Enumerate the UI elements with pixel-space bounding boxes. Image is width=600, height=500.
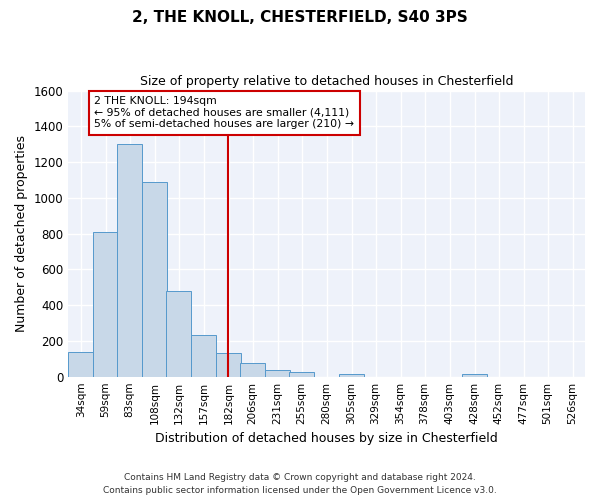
Bar [339,374,364,376]
Bar [142,182,167,376]
Text: Contains HM Land Registry data © Crown copyright and database right 2024.
Contai: Contains HM Land Registry data © Crown c… [103,474,497,495]
X-axis label: Distribution of detached houses by size in Chesterfield: Distribution of detached houses by size … [155,432,498,445]
Bar [289,372,314,376]
Bar [265,370,290,376]
Bar [68,352,93,376]
Bar [93,232,118,376]
Bar [240,364,265,376]
Bar [166,291,191,376]
Bar [117,144,142,376]
Text: 2, THE KNOLL, CHESTERFIELD, S40 3PS: 2, THE KNOLL, CHESTERFIELD, S40 3PS [132,10,468,25]
Title: Size of property relative to detached houses in Chesterfield: Size of property relative to detached ho… [140,75,514,88]
Bar [191,334,216,376]
Text: 2 THE KNOLL: 194sqm
← 95% of detached houses are smaller (4,111)
5% of semi-deta: 2 THE KNOLL: 194sqm ← 95% of detached ho… [94,96,354,129]
Y-axis label: Number of detached properties: Number of detached properties [15,135,28,332]
Bar [216,352,241,376]
Bar [462,374,487,376]
